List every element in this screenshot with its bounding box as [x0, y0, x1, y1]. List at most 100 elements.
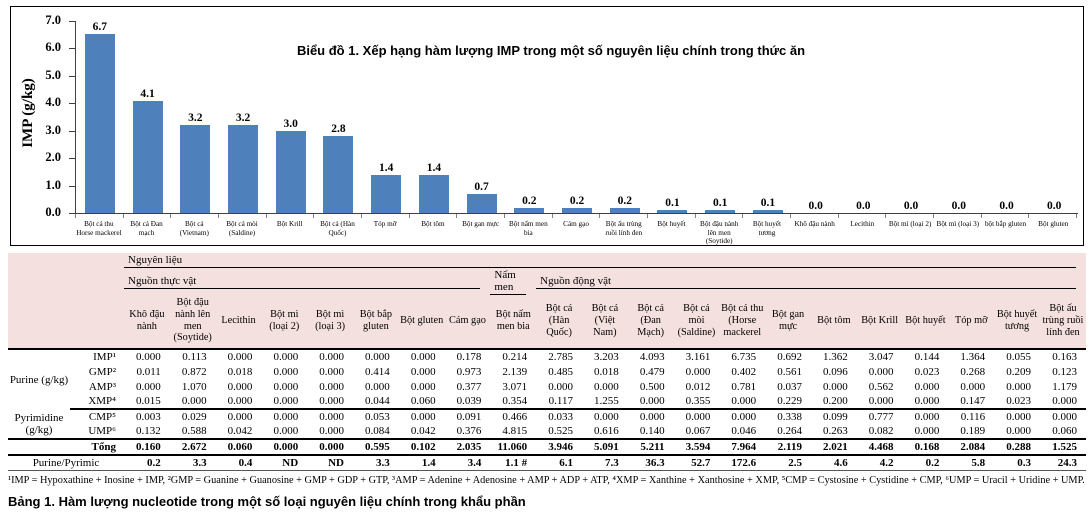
value-cell: 0.000	[410, 411, 436, 424]
column-header: Bột cá (Đan Mạch)	[627, 295, 674, 351]
value-cell: 0.000	[136, 380, 161, 393]
value-cell: 0.3	[994, 455, 1040, 472]
bar	[562, 207, 593, 213]
value-cell: 0.012	[685, 380, 711, 393]
value-cell: 0.000	[307, 438, 353, 457]
bar-slot: 0.0	[887, 21, 935, 213]
value-cell: 0.060	[1039, 424, 1086, 441]
x-tick-mark	[219, 214, 267, 218]
row-group-label: Purine (g/kg)	[9, 373, 69, 386]
value-cell: 0.044	[352, 394, 399, 411]
bar-value-label: 0.1	[665, 197, 680, 210]
column-header: Bột gluten	[398, 295, 445, 351]
corner-cell	[8, 268, 124, 295]
value-cell: 0.000	[365, 351, 390, 364]
value-cell: 0.144	[914, 351, 940, 364]
value-cell: 0.000	[307, 424, 353, 441]
value-cell: 0.402	[731, 365, 757, 378]
value-cell: 0.000	[136, 351, 161, 364]
row-label: Tổng	[70, 438, 124, 457]
value-cell: 0.000	[227, 380, 253, 393]
value-cell: 0.084	[352, 424, 399, 441]
x-tick-mark	[267, 214, 315, 218]
column-header: Lecithin	[215, 295, 262, 351]
value-cell: 0.000	[823, 380, 848, 393]
value-cell: 0.018	[594, 365, 619, 378]
bar-value-label: 3.2	[188, 112, 203, 125]
value-cell: 0.000	[639, 411, 665, 424]
bar-slot: 1.4	[410, 21, 458, 213]
y-tick-mark	[69, 21, 75, 22]
column-header: Khô đậu nành	[124, 295, 170, 351]
value-cell: 0.060	[215, 438, 262, 457]
value-cell: 0.000	[273, 380, 299, 393]
x-tick-mark	[124, 214, 172, 218]
x-tick-mark	[600, 214, 649, 218]
column-header: Bột cá (Việt Nam)	[581, 295, 628, 351]
y-tick-label: 5.0	[45, 67, 61, 82]
value-cell: 0.055	[1006, 351, 1031, 364]
value-cell: 0.189	[948, 424, 995, 441]
value-cell: 0.000	[365, 380, 390, 393]
bar-value-label: 0.0	[903, 200, 919, 212]
x-axis-category-label: Bột cá (Hàn Quốc)	[320, 220, 355, 237]
value-cell: 0.000	[594, 411, 619, 424]
x-axis-category-label: Lecithin	[850, 220, 875, 228]
bar-value-label: 0.2	[569, 194, 585, 207]
value-cell: 0.000	[685, 365, 711, 378]
x-axis-category-label: Cám gạo	[563, 220, 589, 228]
column-header: Bột huyết tương	[994, 295, 1040, 351]
bar	[275, 130, 306, 213]
value-cell: 0.096	[823, 365, 848, 378]
value-cell: 1.525	[1039, 438, 1086, 457]
value-cell: 0.000	[914, 411, 940, 424]
value-cell: 0.209	[1006, 365, 1031, 378]
bar-value-label: 1.4	[378, 161, 394, 174]
value-cell: 0.000	[1052, 411, 1077, 424]
value-cell: 3.203	[594, 351, 619, 364]
value-cell: 0.000	[273, 365, 299, 378]
x-axis-category-label: Bột đậu nành lên men (Soytide)	[700, 220, 739, 246]
value-cell: 6.1	[536, 455, 582, 472]
value-cell: 0.000	[261, 424, 308, 441]
bar-value-label: 0.0	[808, 200, 823, 212]
value-cell: 0.781	[731, 380, 757, 393]
bar-value-label: 3.0	[283, 117, 298, 130]
value-cell: 6.735	[731, 351, 757, 364]
bar-value-label: 3.2	[235, 112, 251, 125]
value-cell: 0.011	[136, 365, 161, 378]
x-axis-category-label: Bột gluten	[1038, 220, 1069, 228]
table-row: Purine (g/kg) IMP¹ 0.000 0.113 0.000 0.000 0.0…	[8, 349, 1086, 386]
value-cell: 0.777	[868, 411, 894, 424]
x-axis-category-label: Khô đậu nành	[794, 220, 835, 228]
value-cell: 0.023	[994, 394, 1040, 411]
column-header: Bột ấu trùng ruồi lính đen	[1039, 295, 1086, 351]
value-cell: 0.000	[902, 424, 949, 441]
x-tick-mark	[648, 214, 696, 218]
value-cell: 0.229	[765, 394, 811, 411]
value-cell: 0.091	[456, 411, 482, 424]
x-axis-category-label: Bột huyết tương	[752, 220, 781, 237]
row-label: GMP²	[88, 365, 116, 378]
table-row: AMP³ 0.000 1.070 0.000 0.000 0.000 0.000 0.000 0…	[8, 379, 1086, 394]
bar-slot: 3.2	[171, 21, 219, 213]
corner-cell	[8, 295, 124, 351]
x-axis-category-label: Bột cá mòi (Saldine)	[226, 220, 258, 237]
row-label: IMP¹	[93, 351, 116, 364]
value-cell: 4.2	[856, 455, 903, 472]
x-tick-mark	[505, 214, 553, 218]
bar-value-label: 0.0	[1047, 200, 1062, 212]
x-axis-category-label: Bột mì (loại 3)	[936, 220, 980, 228]
value-cell: 0.000	[307, 394, 353, 411]
x-tick-mark	[839, 214, 887, 218]
value-cell: 0.354	[490, 394, 537, 411]
row-label: Purine/Pyrimic	[8, 455, 124, 472]
value-cell: 0.000	[902, 394, 949, 411]
value-cell: 1.1 #	[490, 455, 537, 472]
value-cell: 0.000	[685, 411, 711, 424]
value-cell: 5.211	[627, 438, 674, 457]
bar-slot: 0.7	[458, 21, 506, 213]
bar-value-label: 0.0	[999, 200, 1014, 212]
value-cell: 0.355	[673, 394, 720, 411]
column-header: Bột huyết	[902, 295, 949, 351]
